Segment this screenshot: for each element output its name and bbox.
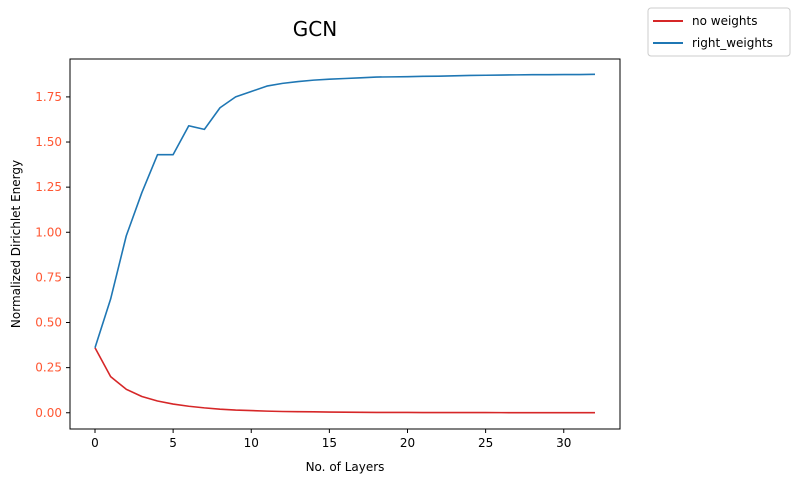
y-tick-label: 0.50 — [35, 316, 62, 330]
legend-label: right_weights — [692, 36, 773, 50]
series-line-right-weights — [94, 73, 596, 349]
x-tick-label: 0 — [91, 436, 99, 450]
x-axis-label: No. of Layers — [306, 460, 385, 474]
y-tick-label: 1.50 — [35, 135, 62, 149]
x-tick-label: 20 — [400, 436, 415, 450]
y-tick-label: 1.00 — [35, 225, 62, 239]
legend-frame — [647, 7, 791, 57]
legend: no weights right_weights — [647, 7, 791, 57]
y-axis-label: Normalized Dirichlet Energy — [9, 160, 23, 328]
x-tick-label: 15 — [322, 436, 337, 450]
x-tick-label: 30 — [556, 436, 571, 450]
y-tick-label: 1.25 — [35, 180, 62, 194]
plot-area — [69, 58, 621, 430]
x-tick-label: 10 — [244, 436, 259, 450]
y-tick-label: 0.00 — [35, 406, 62, 420]
y-tick-label: 0.25 — [35, 361, 62, 375]
y-tick-label: 1.75 — [35, 90, 62, 104]
x-axis: 0 5 10 15 20 25 30 — [91, 429, 571, 450]
x-tick-label: 5 — [169, 436, 177, 450]
y-axis: 0.00 0.25 0.50 0.75 1.00 1.25 1.50 1.75 — [35, 90, 70, 420]
chart-title: GCN — [293, 17, 337, 41]
series-lines — [94, 73, 596, 414]
series-line-no-weights — [94, 347, 596, 414]
x-tick-label: 25 — [478, 436, 493, 450]
legend-label: no weights — [692, 14, 757, 28]
y-tick-label: 0.75 — [35, 270, 62, 284]
